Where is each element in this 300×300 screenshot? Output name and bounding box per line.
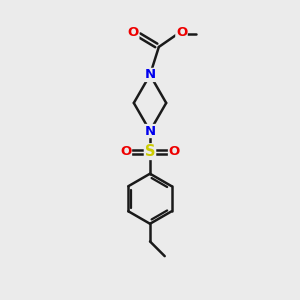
Text: O: O — [169, 145, 180, 158]
Text: O: O — [128, 26, 139, 39]
Text: O: O — [176, 26, 187, 39]
Text: O: O — [120, 145, 131, 158]
Text: N: N — [144, 68, 156, 81]
Text: N: N — [144, 124, 156, 137]
Text: S: S — [145, 144, 155, 159]
